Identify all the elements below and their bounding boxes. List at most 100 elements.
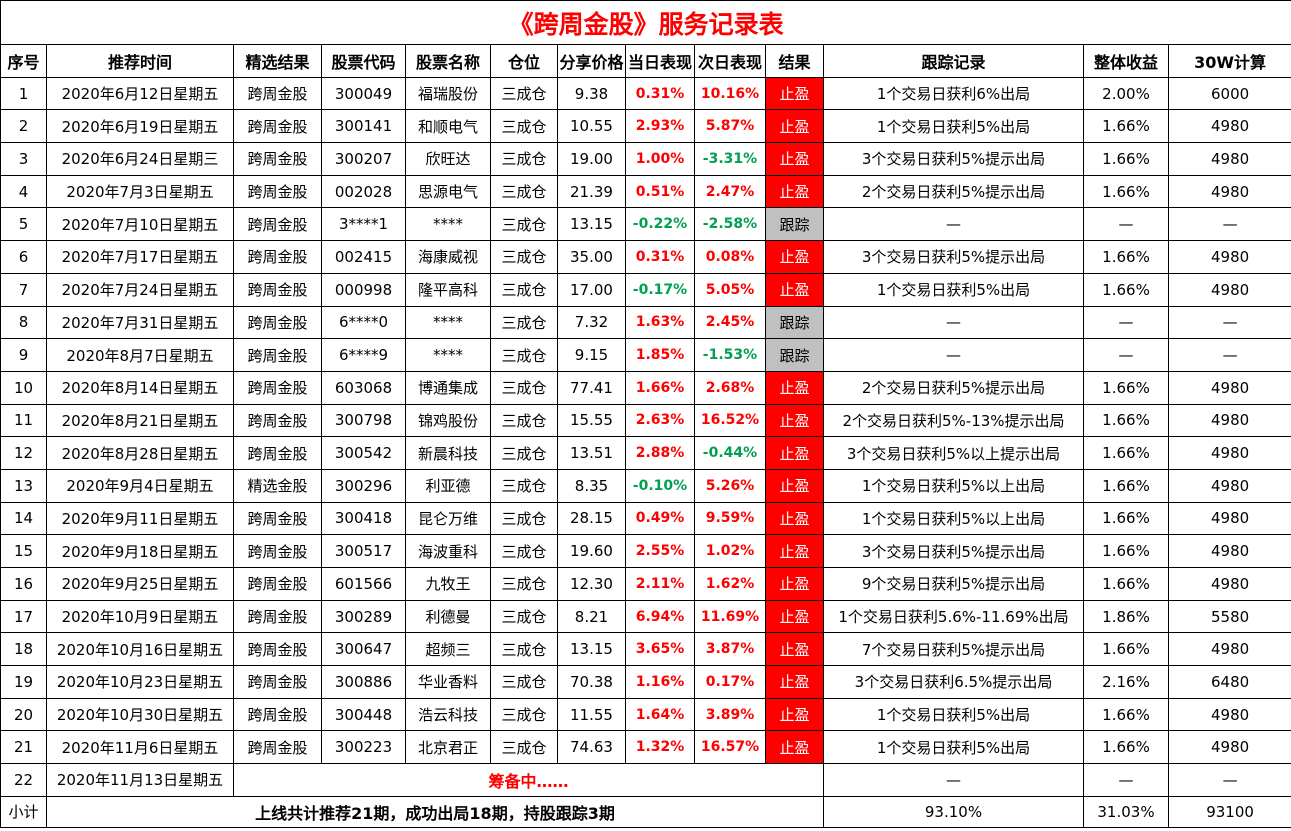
row-day2: 5.26% [694,468,766,503]
row-code: 300448 [321,697,406,732]
header-calc: 30W计算 [1167,44,1291,78]
row-day2: 16.52% [694,403,766,438]
row-gain: 1.66% [1083,730,1169,765]
row-day1: 1.16% [625,665,695,699]
row-select: 跨周金股 [233,76,322,111]
row-code: 300296 [321,468,406,503]
row-price: 13.51 [557,436,626,470]
row-name: 海康威视 [405,240,491,274]
row-price: 12.30 [557,567,626,601]
row-code: 3****1 [321,207,406,242]
row-gain: 2.00% [1083,76,1169,111]
row-code: 002415 [321,240,406,274]
row-day1: 1.32% [625,730,695,765]
row-gain: 1.66% [1083,109,1169,144]
row-index: 9 [0,338,47,372]
header-date: 推荐时间 [46,44,234,78]
row-price: 28.15 [557,501,626,536]
row-date: 2020年10月23日星期五 [46,665,234,699]
row-day2: 16.57% [694,730,766,765]
row-date: 2020年10月16日星期五 [46,632,234,667]
row-result: 止盈 [765,501,824,536]
row-price: 19.60 [557,534,626,568]
table-row: 19 2020年10月23日星期五 跨周金股 300886 华业香料 三成仓 70.38 1.… [0,665,1291,699]
row-name: 浩云科技 [405,697,491,732]
row-calc: — [1167,305,1291,340]
row-calc: 4980 [1167,403,1291,438]
row-day1: 0.31% [625,76,695,111]
table-row: 7 2020年7月24日星期五 跨周金股 000998 隆平高科 三成仓 17.00 -0.1… [0,272,1291,307]
title-row: 《跨周金股》服务记录表 [0,0,1291,45]
row-day1: 0.31% [625,240,695,274]
row-day1: 1.00% [625,142,695,176]
row-position: 三成仓 [490,501,558,536]
row-calc: 4980 [1167,370,1291,405]
row-index: 10 [0,370,47,405]
row-day1: -0.10% [625,468,695,503]
row-day1: -0.22% [625,207,695,242]
row-result: 止盈 [765,534,824,568]
row-result: 止盈 [765,240,824,274]
row-date: 2020年9月11日星期五 [46,501,234,536]
row-select: 跨周金股 [233,338,322,372]
row-price: 13.15 [557,632,626,667]
row-record: 3个交易日获利5%提示出局 [823,534,1084,568]
row-date: 2020年9月25日星期五 [46,567,234,601]
table-row: 10 2020年8月14日星期五 跨周金股 603068 博通集成 三成仓 77.41 1.6… [0,370,1291,405]
row-code: 300223 [321,730,406,765]
row-index: 13 [0,468,47,503]
row-index: 11 [0,403,47,438]
row-day1: 2.55% [625,534,695,568]
row-price: 7.32 [557,305,626,340]
header-row: 序号 推荐时间 精选结果 股票代码 股票名称 仓位 分享价格 当日表现 次日表现… [0,44,1291,78]
row-result: 止盈 [765,174,824,209]
row-record: 1个交易日获利5.6%-11.69%出局 [823,599,1084,634]
row-index: 20 [0,697,47,732]
row-day2: -3.31% [694,142,766,176]
row-day2: 2.68% [694,370,766,405]
header-position: 仓位 [490,44,558,78]
summary-text: 上线共计推荐21期，成功出局18期，持股跟踪3期 [46,795,824,828]
row-gain: 1.86% [1083,599,1169,634]
table-row: 4 2020年7月3日星期五 跨周金股 002028 思源电气 三成仓 21.39 0.51%… [0,174,1291,209]
row-index: 5 [0,207,47,242]
row-select: 跨周金股 [233,207,322,242]
row-price: 21.39 [557,174,626,209]
row-price: 11.55 [557,697,626,732]
row-select: 跨周金股 [233,142,322,176]
table-row: 9 2020年8月7日星期五 跨周金股 6****9 **** 三成仓 9.15 1.85% -… [0,338,1291,372]
row-date: 2020年8月28日星期五 [46,436,234,470]
row-record: 3个交易日获利5%以上提示出局 [823,436,1084,470]
row-gain: 1.66% [1083,403,1169,438]
row-record: 1个交易日获利5%出局 [823,697,1084,732]
row-position: 三成仓 [490,567,558,601]
row-result: 止盈 [765,272,824,307]
row-select: 跨周金股 [233,370,322,405]
row-position: 三成仓 [490,272,558,307]
table-row: 18 2020年10月16日星期五 跨周金股 300647 超频三 三成仓 13.15 3.6… [0,632,1291,667]
row-day2: 0.17% [694,665,766,699]
row-day1: 3.65% [625,632,695,667]
row-position: 三成仓 [490,697,558,732]
row-code: 603068 [321,370,406,405]
row-name: 博通集成 [405,370,491,405]
row-name: 海波重科 [405,534,491,568]
row-gain: — [1083,338,1169,372]
row-select: 精选金股 [233,468,322,503]
row-record: — [823,338,1084,372]
row-code: 6****9 [321,338,406,372]
row-price: 9.38 [557,76,626,111]
row-code: 6****0 [321,305,406,340]
row-position: 三成仓 [490,174,558,209]
table-title: 《跨周金股》服务记录表 [0,0,1291,45]
row-result: 止盈 [765,567,824,601]
row-gain: 1.66% [1083,468,1169,503]
row-code: 601566 [321,567,406,601]
row-gain: 1.66% [1083,370,1169,405]
pending-record: — [823,763,1084,797]
row-index: 2 [0,109,47,144]
row-calc: 5580 [1167,599,1291,634]
row-code: 300798 [321,403,406,438]
row-date: 2020年10月9日星期五 [46,599,234,634]
row-day2: 0.08% [694,240,766,274]
